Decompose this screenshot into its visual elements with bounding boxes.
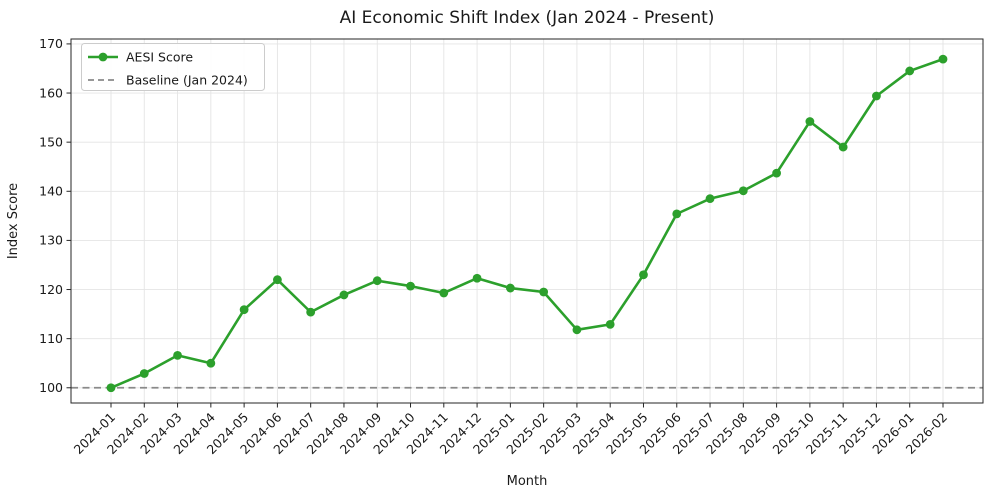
y-tick-label: 130 (39, 233, 63, 248)
axes-layer: 1001101201301401501601702024-012024-0220… (39, 36, 984, 457)
legend-label-baseline: Baseline (Jan 2024) (126, 73, 248, 88)
legend-label-aesi: AESI Score (126, 50, 193, 65)
legend-box (81, 43, 265, 91)
data-point (439, 288, 449, 298)
data-point (273, 275, 282, 285)
data-point (239, 305, 249, 315)
data-point (672, 209, 682, 219)
data-layer (71, 54, 983, 393)
data-point (339, 290, 349, 300)
data-point (139, 369, 149, 378)
data-point (306, 307, 316, 317)
data-point (206, 358, 216, 368)
data-point (772, 168, 781, 178)
y-tick-label: 110 (39, 331, 63, 346)
plot-border (70, 38, 984, 404)
legend: AESI Score Baseline (Jan 2024) (81, 43, 265, 91)
data-point (372, 276, 382, 286)
data-point (505, 283, 515, 293)
legend-marker-aesi (98, 52, 108, 62)
y-tick-label: 170 (39, 36, 63, 51)
data-point (572, 325, 582, 335)
data-point (872, 91, 881, 101)
chart-title: AI Economic Shift Index (Jan 2024 - Pres… (340, 8, 715, 28)
data-point (173, 350, 182, 360)
data-point (838, 142, 848, 152)
y-tick-label: 140 (39, 184, 63, 199)
data-point (472, 273, 482, 283)
data-point (539, 287, 549, 297)
data-point (605, 320, 615, 329)
y-tick-label: 160 (39, 85, 63, 100)
y-tick-label: 100 (39, 380, 63, 395)
aesi-line (110, 57, 944, 389)
data-point (905, 66, 915, 76)
y-tick-label: 120 (39, 282, 63, 297)
data-point (805, 117, 815, 126)
y-axis-label: Index Score (6, 183, 21, 259)
grid-layer (71, 39, 983, 403)
data-point (705, 194, 715, 204)
x-axis-label: Month (507, 474, 548, 489)
data-point (106, 383, 116, 393)
y-tick-label: 150 (39, 134, 63, 149)
data-point (738, 186, 748, 196)
data-point (938, 54, 948, 64)
data-point (406, 281, 415, 291)
data-point (639, 270, 648, 280)
